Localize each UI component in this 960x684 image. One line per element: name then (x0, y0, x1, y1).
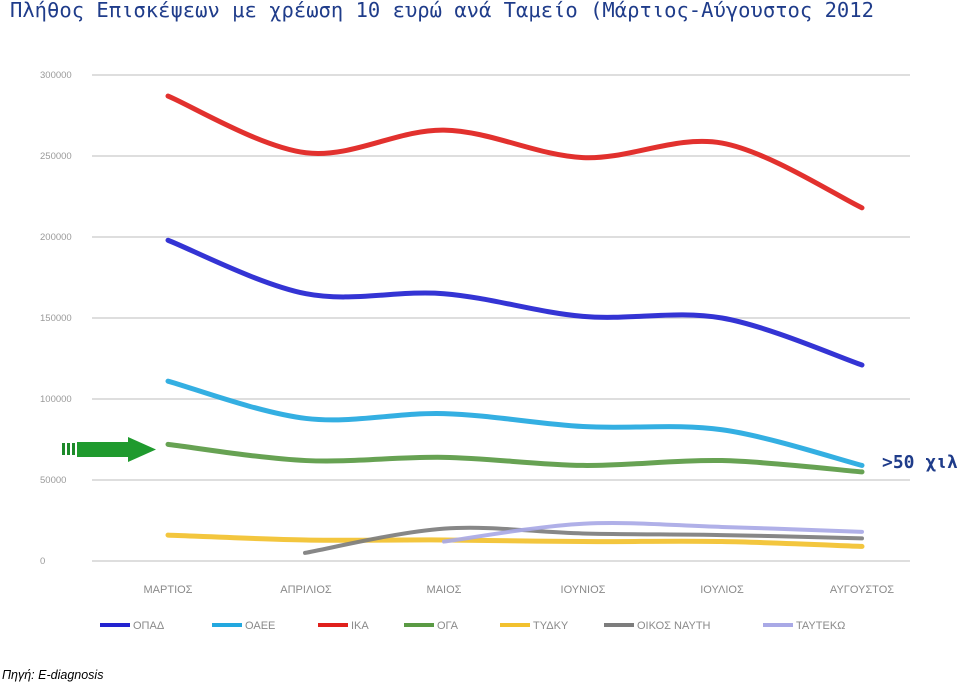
x-tick-label: ΑΥΓΟΥΣΤΟΣ (830, 584, 894, 596)
legend-label: ΟΠΑΔ (133, 620, 165, 632)
legend-item: ΙΚΑ (318, 620, 369, 632)
legend-label: ΙΚΑ (351, 620, 369, 632)
y-tick-label: 200000 (40, 232, 72, 243)
legend-item: ΟΠΑΔ (100, 620, 165, 632)
y-tick-label: 100000 (40, 394, 72, 405)
series-line-6 (442, 521, 864, 544)
y-tick-label: 300000 (40, 70, 72, 81)
series-line-3 (165, 441, 865, 475)
x-tick-label: ΑΠΡΙΛΙΟΣ (280, 584, 332, 596)
legend-label: ΤΑΥΤΕΚΩ (796, 620, 845, 632)
legend-item: ΟΓΑ (404, 620, 459, 632)
legend-item: ΤΑΥΤΕΚΩ (763, 620, 845, 632)
x-axis: ΜΑΡΤΙΟΣ ΑΠΡΙΛΙΟΣ ΜΑΙΟΣ ΙΟΥΝΙΟΣ ΙΟΥΛΙΟΣ ΑΥΓΟΥΣ… (144, 584, 895, 596)
legend-label: ΤΥΔΚΥ (533, 620, 569, 632)
x-tick-label: ΙΟΥΝΙΟΣ (561, 584, 606, 596)
legend-item: ΤΥΔΚΥ (500, 620, 569, 632)
series-line-0 (165, 237, 865, 368)
y-tick-label: 0 (40, 556, 45, 567)
page-title: Πλήθος Επισκέψεων με χρέωση 10 ευρώ ανά … (10, 0, 874, 22)
series-line-2 (165, 93, 865, 211)
y-axis: 0 50000 100000 150000 200000 250000 300000 (40, 70, 72, 567)
series-line-4 (165, 532, 865, 549)
x-tick-label: ΜΑΙΟΣ (427, 584, 462, 596)
source-note: Πηγή: E-diagnosis (2, 668, 104, 682)
y-tick-label: 250000 (40, 151, 72, 162)
series-lines (165, 93, 865, 555)
legend-label: ΟΑΕΕ (245, 620, 275, 632)
gridlines (92, 74, 910, 562)
y-tick-label: 50000 (40, 475, 66, 486)
series-line-5 (303, 525, 864, 555)
x-tick-label: ΜΑΡΤΙΟΣ (144, 584, 193, 596)
y-tick-label: 150000 (40, 313, 72, 324)
legend-label: ΟΙΚΟΣ ΝΑΥΤΗ (637, 620, 711, 632)
x-tick-label: ΙΟΥΛΙΟΣ (700, 584, 744, 596)
legend-label: ΟΓΑ (437, 620, 459, 632)
annotation-label: >50 χιλ. (882, 452, 960, 473)
legend-item: ΟΑΕΕ (212, 620, 275, 632)
legend: ΟΠΑΔ ΟΑΕΕ ΙΚΑ ΟΓΑ ΤΥΔΚΥ ΟΙΚΟΣ ΝΑΥΤΗ ΤΑΥΤΕΚΩ (100, 620, 845, 632)
legend-item: ΟΙΚΟΣ ΝΑΥΤΗ (604, 620, 711, 632)
green-arrow-icon (62, 437, 156, 462)
series-line-1 (165, 378, 865, 468)
